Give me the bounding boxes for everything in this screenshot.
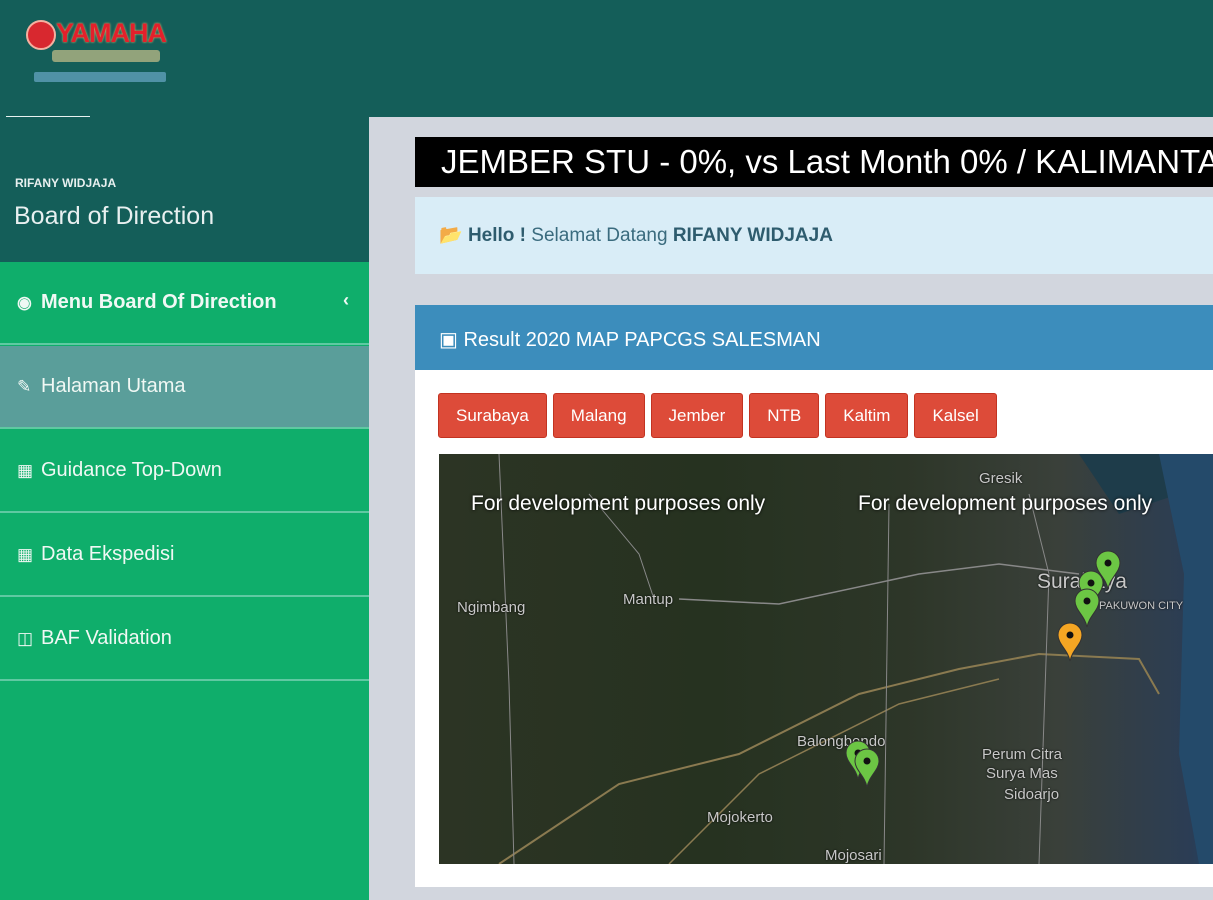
map-marker-green-icon[interactable]	[1074, 588, 1100, 628]
region-buttons: Surabaya Malang Jember NTB Kaltim Kalsel	[438, 393, 997, 438]
sidebar-item-label: BAF Validation	[41, 627, 172, 649]
map-marker-orange-icon[interactable]	[1057, 622, 1083, 662]
folder-open-icon: 📂	[439, 225, 463, 246]
map-panel: ▣ Result 2020 MAP PAPCGS SALESMAN Suraba…	[415, 305, 1213, 887]
yamaha-logo[interactable]: YAMAHA	[26, 16, 168, 88]
kaltim-button[interactable]: Kaltim	[825, 393, 909, 438]
user-role: Board of Direction	[14, 202, 215, 230]
chevron-left-icon: ‹	[343, 290, 349, 310]
map-label-ngimbang: Ngimbang	[457, 599, 526, 616]
logo-subline	[34, 72, 166, 82]
map-label-mojosari: Mojosari	[825, 847, 882, 864]
map-label-perum-citra: Perum Citra	[982, 746, 1063, 763]
map-label-mojokerto: Mojokerto	[707, 809, 773, 826]
yamaha-emblem-icon	[26, 20, 56, 50]
sidebar-item-label: Data Ekspedisi	[41, 543, 175, 565]
surabaya-button[interactable]: Surabaya	[438, 393, 547, 438]
map-label-mantup: Mantup	[623, 591, 674, 608]
panel-header: ▣ Result 2020 MAP PAPCGS SALESMAN	[415, 307, 1213, 370]
map-label-gresik: Gresik	[979, 470, 1023, 487]
sidebar-item-halaman-utama[interactable]: ✎ Halaman Utama	[0, 346, 369, 429]
user-panel: RIFANY WIDJAJA Board of Direction	[0, 117, 369, 262]
map-label-pakuwon: PAKUWON CITY	[1099, 600, 1184, 612]
sidebar-item-label: Halaman Utama	[41, 375, 186, 397]
top-header: YAMAHA	[0, 0, 1213, 122]
sidebar-item-baf-validation[interactable]: ◫ BAF Validation	[0, 598, 369, 681]
columns-icon: ◫	[17, 628, 34, 648]
map-marker-green-icon[interactable]	[854, 748, 880, 788]
table-icon: ▦	[17, 460, 34, 480]
malang-button[interactable]: Malang	[552, 393, 645, 438]
map-view[interactable]: For development purposes only For develo…	[439, 454, 1213, 864]
hello-name: RIFANY WIDJAJA	[672, 225, 833, 246]
edit-icon: ✎	[17, 376, 32, 396]
map-watermark: For development purposes only	[858, 492, 1153, 515]
sidebar-item-menu-board[interactable]: ◉ Menu Board Of Direction ‹	[0, 262, 369, 345]
map-label-surya-mas: Surya Mas	[986, 765, 1058, 782]
sidebar: RIFANY WIDJAJA Board of Direction ◉ Menu…	[0, 117, 369, 900]
sidebar-item-label: Guidance Top-Down	[41, 459, 222, 481]
map-marker-green-icon[interactable]	[1095, 550, 1121, 590]
map-roads	[498, 454, 1213, 864]
map-watermark: For development purposes only	[471, 492, 766, 515]
kalsel-button[interactable]: Kalsel	[914, 393, 997, 438]
image-icon: ▣	[439, 329, 458, 351]
ntb-button[interactable]: NTB	[749, 393, 820, 438]
sidebar-item-guidance[interactable]: ▦ Guidance Top-Down	[0, 430, 369, 513]
logo-text: YAMAHA	[56, 18, 167, 48]
user-name: RIFANY WIDJAJA	[15, 176, 117, 190]
sidebar-item-label: Menu Board Of Direction	[41, 291, 277, 313]
hello-text: Selamat Datang	[531, 225, 668, 246]
map-label-sidoarjo: Sidoarjo	[1004, 786, 1060, 803]
dashboard-icon: ◉	[17, 292, 32, 312]
panel-title: Result 2020 MAP PAPCGS SALESMAN	[463, 329, 821, 351]
marquee-banner: JEMBER STU - 0%, vs Last Month 0% / KALI…	[415, 137, 1213, 187]
logo-tagline	[52, 50, 160, 62]
table-icon: ▦	[17, 544, 34, 564]
welcome-callout: 📂 Hello ! Selamat Datang RIFANY WIDJAJA	[415, 197, 1213, 274]
sidebar-item-data-ekspedisi[interactable]: ▦ Data Ekspedisi	[0, 514, 369, 597]
main-content: JEMBER STU - 0%, vs Last Month 0% / KALI…	[369, 117, 1213, 900]
hello-greeting: Hello !	[467, 225, 527, 246]
jember-button[interactable]: Jember	[650, 393, 744, 438]
